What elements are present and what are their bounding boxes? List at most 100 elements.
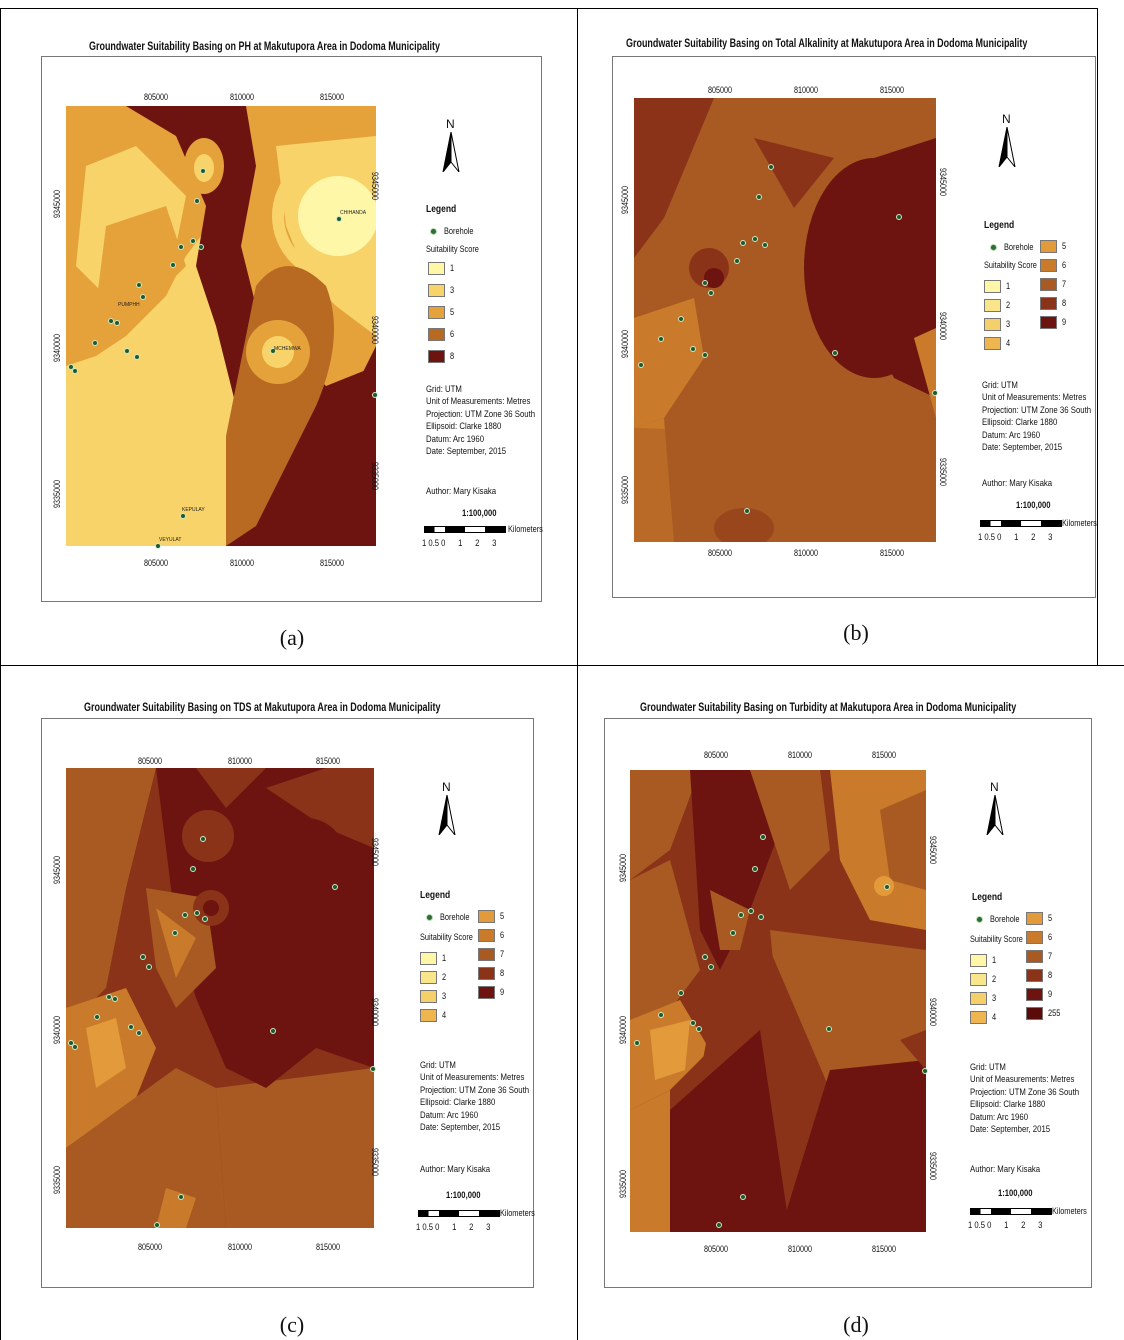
borehole-point [690, 1020, 696, 1026]
x-tick-bottom-2: 810000 [788, 1244, 813, 1254]
borehole-point [172, 930, 178, 936]
map-author: Author: Mary Kisaka [982, 478, 1053, 489]
legend-class-label: 2 [992, 974, 997, 984]
legend-swatch [420, 990, 437, 1003]
borehole-point [760, 834, 766, 840]
north-label: N [442, 780, 451, 794]
borehole-point [170, 262, 176, 268]
place-label: PUMPHH [118, 302, 140, 308]
legend-score-label: Suitability Score [426, 244, 479, 254]
scale-units: Kilometers [500, 1208, 535, 1218]
borehole-point [638, 362, 644, 368]
legend-swatch [478, 967, 495, 980]
legend-class-label: 8 [1062, 298, 1067, 308]
borehole-legend-icon [426, 914, 433, 921]
legend-title: Legend [426, 204, 457, 215]
borehole-point [690, 346, 696, 352]
scale-ticks: 1 0.5 0 1 2 3 [968, 1220, 1043, 1230]
x-tick-top-2: 810000 [788, 750, 813, 760]
borehole-point [678, 990, 684, 996]
legend-borehole-label: Borehole [440, 912, 470, 922]
y-tick-left-2: 9340000 [620, 329, 630, 358]
borehole-point [678, 316, 684, 322]
legend-class-label: 8 [450, 351, 455, 361]
x-tick-top-2: 810000 [228, 756, 253, 766]
legend-swatch [984, 318, 1001, 331]
y-tick-left-1: 9345000 [618, 853, 628, 882]
legend-score-label: Suitability Score [970, 934, 1023, 944]
legend-borehole-label: Borehole [990, 914, 1020, 924]
scale-bar [980, 520, 1062, 527]
place-label: KEPULAY [182, 507, 205, 513]
y-tick-right-3: 9335000 [370, 462, 380, 491]
legend-class-label: 1 [1006, 281, 1011, 291]
map-title-tds: Groundwater Suitability Basing on TDS at… [84, 702, 441, 714]
x-tick-top-1: 805000 [708, 85, 733, 95]
borehole-point [748, 908, 754, 914]
map-raster-turbidity [630, 770, 926, 1232]
borehole-point [896, 214, 902, 220]
borehole-point [716, 1222, 722, 1228]
borehole-point [740, 1194, 746, 1200]
legend-swatch [1040, 316, 1057, 329]
borehole-point [112, 996, 118, 1002]
map-title-turbidity: Groundwater Suitability Basing on Turbid… [640, 702, 1017, 714]
legend-swatch [420, 1009, 437, 1022]
map-author: Author: Mary Kisaka [420, 1164, 491, 1175]
legend-swatch [970, 954, 987, 967]
x-tick-bottom-1: 805000 [144, 558, 169, 568]
y-tick-right-2: 9340000 [938, 312, 948, 341]
borehole-point [128, 1024, 134, 1030]
legend-class-label: 5 [500, 911, 505, 921]
borehole-point [194, 910, 200, 916]
borehole-point [708, 964, 714, 970]
scale-ratio: 1:100,000 [1016, 500, 1051, 510]
legend-class-label: 8 [500, 968, 505, 978]
x-tick-bottom-3: 815000 [880, 548, 905, 558]
borehole-point [94, 1014, 100, 1020]
legend-class-label: 1 [442, 953, 447, 963]
grid-border-top [0, 8, 1098, 9]
legend-class-label: 3 [450, 285, 455, 295]
borehole-point [884, 884, 890, 890]
legend-class-label: 255 [1048, 1008, 1061, 1018]
legend-class-label: 5 [1048, 913, 1053, 923]
borehole-point [194, 198, 200, 204]
borehole-point [658, 1012, 664, 1018]
legend-swatch [1026, 931, 1043, 944]
legend-swatch [970, 973, 987, 986]
north-arrow-icon [998, 127, 1016, 167]
legend-swatch [984, 280, 1001, 293]
legend-class-label: 5 [1062, 241, 1067, 251]
legend-swatch [478, 910, 495, 923]
borehole-point [140, 294, 146, 300]
place-label: CHIHANDA [340, 210, 367, 216]
borehole-point [108, 318, 114, 324]
borehole-point [136, 1030, 142, 1036]
legend-class-label: 6 [1062, 260, 1067, 270]
y-tick-right-3: 9335000 [370, 1148, 380, 1177]
borehole-legend-icon [990, 244, 997, 251]
borehole-point [932, 390, 938, 396]
scale-units: Kilometers [508, 524, 543, 534]
x-tick-bottom-2: 810000 [794, 548, 819, 558]
borehole-point [154, 1222, 160, 1228]
map-metadata: Grid: UTM Unit of Measurements: Metres P… [982, 380, 1092, 454]
x-tick-bottom-2: 810000 [228, 1242, 253, 1252]
legend-title: Legend [972, 892, 1003, 903]
map-raster-ph [66, 106, 376, 546]
legend-class-label: 4 [442, 1010, 447, 1020]
borehole-point [752, 236, 758, 242]
legend-swatch [1026, 1007, 1043, 1020]
y-tick-left-2: 9340000 [52, 1015, 62, 1044]
legend-swatch [428, 350, 445, 363]
grid-border-left [0, 8, 1, 1340]
borehole-point [155, 543, 161, 549]
y-tick-right-3: 9335000 [938, 458, 948, 487]
legend-class-label: 6 [450, 329, 455, 339]
scale-bar [418, 1210, 500, 1217]
legend-borehole-label: Borehole [444, 226, 474, 236]
x-tick-top-3: 815000 [880, 85, 905, 95]
legend-class-label: 9 [1062, 317, 1067, 327]
grid-border-right [1097, 8, 1098, 665]
